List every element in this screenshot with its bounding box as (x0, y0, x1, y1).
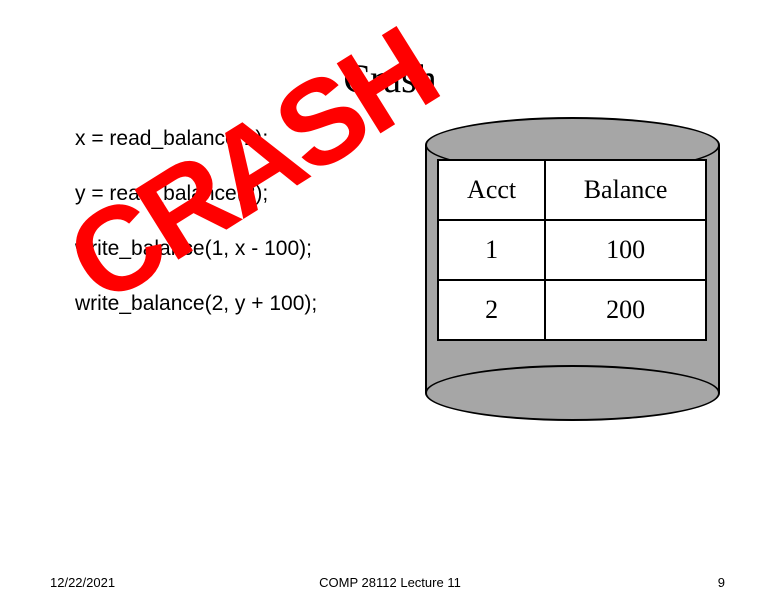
balance-table: Acct Balance 1 100 2 200 (437, 159, 707, 341)
cell-balance: 200 (545, 280, 706, 340)
footer-page: 9 (718, 575, 725, 590)
cell-balance: 100 (545, 220, 706, 280)
content-area: x = read_balance(1); y = read_balance(2)… (0, 127, 780, 497)
code-line-2: y = read_balance(2); (75, 182, 405, 205)
code-line-1: x = read_balance(1); (75, 127, 405, 150)
header-acct: Acct (438, 160, 545, 220)
table-row: 2 200 (438, 280, 706, 340)
code-block: x = read_balance(1); y = read_balance(2)… (75, 127, 405, 347)
table-header-row: Acct Balance (438, 160, 706, 220)
footer-center: COMP 28112 Lecture 11 (0, 575, 780, 590)
cylinder-bottom (425, 365, 720, 421)
cell-acct: 1 (438, 220, 545, 280)
table-row: 1 100 (438, 220, 706, 280)
code-line-3: write_balance(1, x - 100); (75, 237, 405, 260)
code-line-4: write_balance(2, y + 100); (75, 292, 405, 315)
header-balance: Balance (545, 160, 706, 220)
database-cylinder: Acct Balance 1 100 2 200 (425, 117, 720, 417)
cell-acct: 2 (438, 280, 545, 340)
page-title: Crash (0, 55, 780, 102)
